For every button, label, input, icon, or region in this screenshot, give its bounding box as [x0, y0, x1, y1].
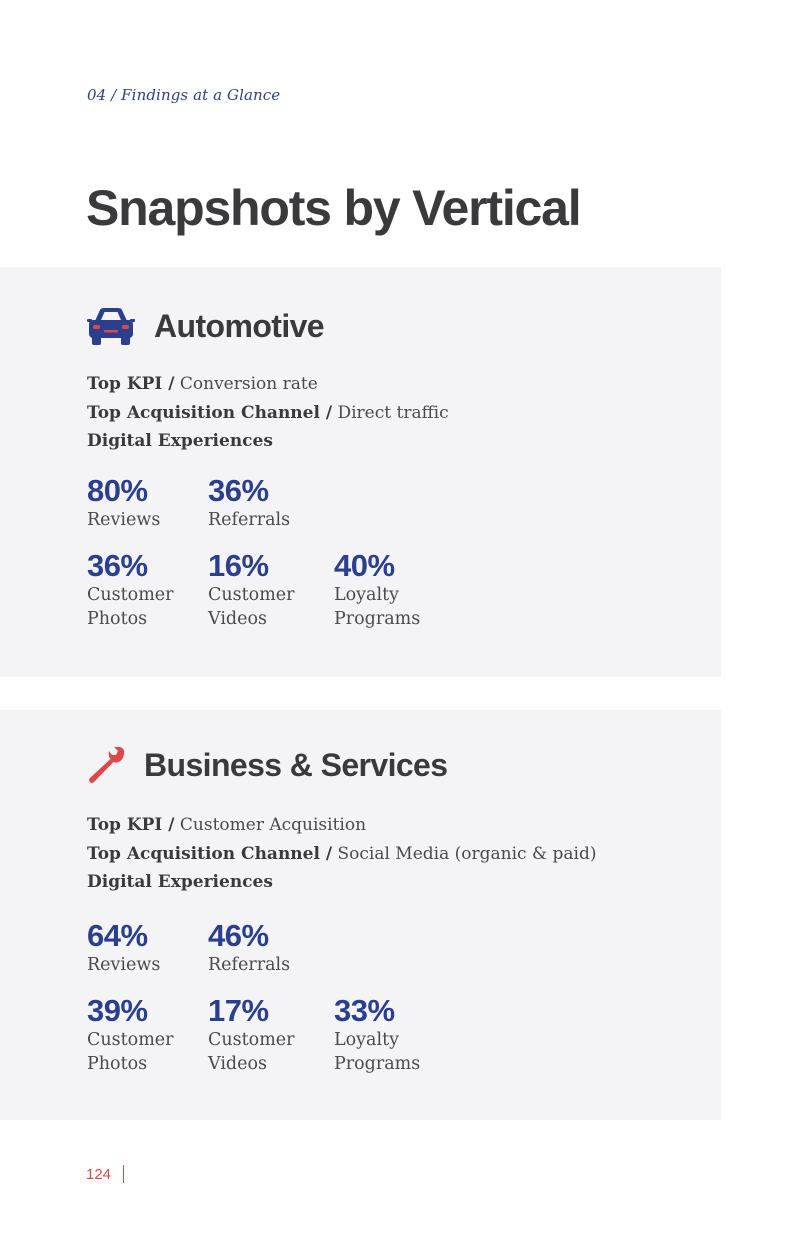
car-icon [86, 305, 136, 347]
vertical-title: Business & Services [144, 746, 448, 783]
top-kpi-row: Top KPI / Conversion rate [87, 374, 318, 394]
page-title: Snapshots by Vertical [86, 180, 582, 236]
stat-referrals: 36% Referrals [208, 473, 291, 531]
wrench-icon [86, 745, 126, 785]
vertical-heading-business-services: Business & Services [86, 745, 448, 785]
top-channel-row: Top Acquisition Channel / Social Media (… [87, 843, 597, 864]
vertical-title: Automotive [154, 307, 325, 344]
footer-divider [123, 1165, 125, 1183]
stat-customer-videos: 17% Customer Videos [208, 993, 295, 1075]
stat-reviews: 80% Reviews [87, 473, 161, 531]
vertical-info-automotive: Top KPI / Conversion rate Top Acquisitio… [87, 370, 449, 456]
stat-reviews: 64% Reviews [87, 918, 161, 976]
stat-loyalty-programs: 33% Loyalty Programs [334, 993, 421, 1075]
top-channel-row: Top Acquisition Channel / Direct traffic [87, 402, 449, 423]
vertical-panel-business-services [0, 710, 721, 1120]
stat-loyalty-programs: 40% Loyalty Programs [334, 548, 421, 630]
page-number: 124 [86, 1165, 112, 1183]
top-kpi-row: Top KPI / Customer Acquisition [87, 815, 367, 835]
page-footer: 124 [86, 1165, 125, 1183]
stat-customer-videos: 16% Customer Videos [208, 548, 295, 630]
stat-customer-photos: 39% Customer Photos [87, 993, 174, 1075]
section-eyebrow: 04 / Findings at a Glance [87, 86, 281, 104]
stat-referrals: 46% Referrals [208, 918, 291, 976]
stat-customer-photos: 36% Customer Photos [87, 548, 174, 630]
digital-experiences-heading: Digital Experiences [87, 431, 273, 451]
vertical-info-business-services: Top KPI / Customer Acquisition Top Acqui… [87, 811, 596, 897]
vertical-heading-automotive: Automotive [86, 305, 325, 347]
digital-experiences-heading: Digital Experiences [87, 872, 273, 892]
